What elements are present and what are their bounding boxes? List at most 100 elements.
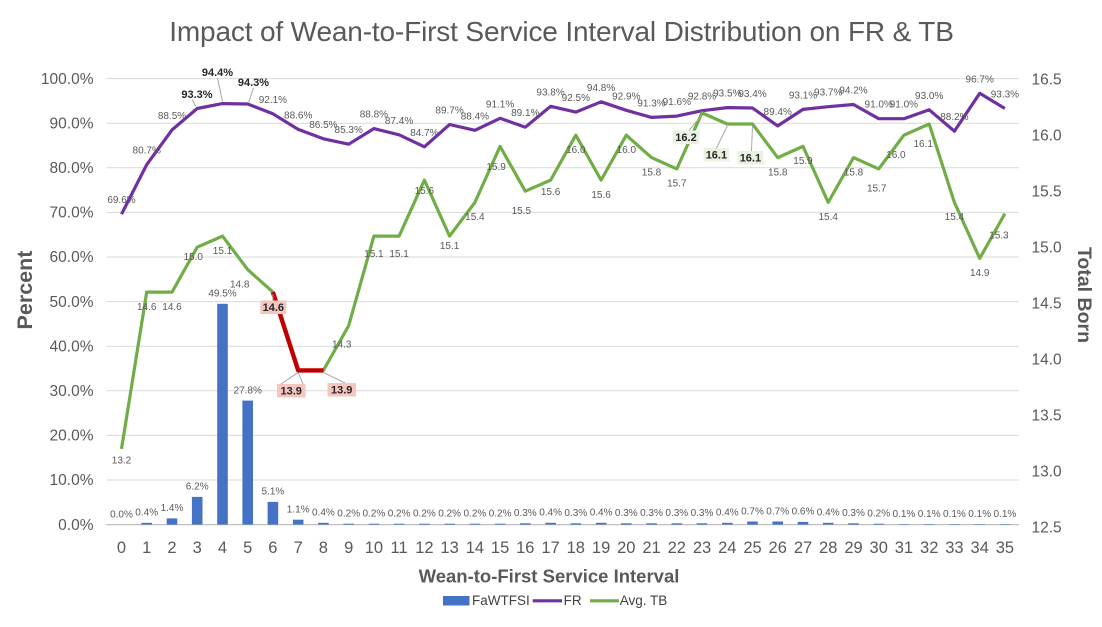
svg-text:13.9: 13.9	[280, 386, 301, 398]
svg-text:5: 5	[243, 539, 252, 557]
svg-text:96.7%: 96.7%	[966, 74, 994, 85]
svg-text:15.7: 15.7	[667, 179, 687, 190]
svg-text:94.2%: 94.2%	[839, 86, 867, 97]
svg-text:14.6: 14.6	[137, 302, 157, 313]
svg-text:93.7%: 93.7%	[814, 88, 842, 99]
svg-text:93.3%: 93.3%	[181, 89, 212, 101]
svg-text:0.4%: 0.4%	[817, 508, 840, 519]
svg-text:13: 13	[440, 539, 458, 557]
svg-text:0.2%: 0.2%	[363, 509, 386, 520]
svg-text:34: 34	[971, 539, 989, 557]
svg-text:89.4%: 89.4%	[764, 107, 792, 118]
svg-text:0: 0	[117, 539, 126, 557]
svg-text:13.0: 13.0	[1032, 463, 1063, 480]
svg-text:Avg. TB: Avg. TB	[620, 593, 668, 608]
svg-text:26: 26	[769, 539, 787, 557]
svg-text:91.3%: 91.3%	[637, 98, 665, 109]
svg-text:Percent: Percent	[13, 251, 37, 330]
svg-text:0.1%: 0.1%	[994, 509, 1017, 520]
svg-text:22: 22	[668, 539, 686, 557]
svg-text:0.2%: 0.2%	[438, 509, 461, 520]
svg-text:Total Born: Total Born	[1073, 247, 1095, 343]
svg-text:27: 27	[794, 539, 812, 557]
svg-text:15.6: 15.6	[541, 187, 561, 198]
svg-text:15.0: 15.0	[183, 252, 203, 263]
svg-text:69.6%: 69.6%	[107, 195, 135, 206]
svg-text:15: 15	[491, 539, 509, 557]
svg-text:0.2%: 0.2%	[464, 509, 487, 520]
svg-text:88.8%: 88.8%	[360, 110, 388, 121]
svg-text:16.0: 16.0	[886, 150, 906, 161]
svg-text:1.1%: 1.1%	[287, 505, 310, 516]
svg-text:89.7%: 89.7%	[435, 106, 463, 117]
svg-text:86.5%: 86.5%	[309, 120, 337, 131]
svg-text:0.4%: 0.4%	[312, 508, 335, 519]
svg-text:15.3: 15.3	[989, 230, 1009, 241]
svg-text:15.4: 15.4	[818, 212, 838, 223]
svg-text:12.5: 12.5	[1032, 520, 1062, 537]
svg-text:16.5: 16.5	[1032, 72, 1062, 89]
svg-text:13.5: 13.5	[1032, 407, 1062, 424]
svg-text:Wean-to-First Service Interval: Wean-to-First Service Interval	[419, 566, 680, 587]
svg-text:23: 23	[693, 539, 711, 557]
svg-text:14.3: 14.3	[332, 339, 352, 350]
svg-text:0.3%: 0.3%	[615, 508, 638, 519]
svg-text:91.1%: 91.1%	[486, 99, 514, 110]
svg-text:0.4%: 0.4%	[135, 508, 158, 519]
svg-text:2: 2	[167, 539, 176, 557]
svg-text:0.2%: 0.2%	[867, 509, 890, 520]
svg-text:0.7%: 0.7%	[741, 506, 764, 517]
svg-text:16.1: 16.1	[913, 139, 933, 150]
svg-text:15.9: 15.9	[793, 156, 813, 167]
svg-text:0.2%: 0.2%	[413, 509, 436, 520]
svg-text:0.3%: 0.3%	[842, 508, 865, 519]
svg-text:27.8%: 27.8%	[234, 385, 262, 396]
svg-text:0.4%: 0.4%	[590, 508, 613, 519]
svg-text:21: 21	[642, 539, 660, 557]
svg-text:19: 19	[592, 539, 610, 557]
svg-text:15.4: 15.4	[945, 212, 965, 223]
svg-text:15.1: 15.1	[389, 249, 409, 260]
svg-text:50.0%: 50.0%	[50, 294, 94, 311]
svg-text:14.8: 14.8	[230, 279, 250, 290]
svg-text:14.6: 14.6	[263, 302, 284, 314]
svg-text:15.1: 15.1	[440, 241, 460, 252]
svg-text:15.6: 15.6	[415, 186, 435, 197]
svg-text:0.1%: 0.1%	[943, 509, 966, 520]
svg-text:84.7%: 84.7%	[410, 128, 438, 139]
svg-text:0.3%: 0.3%	[665, 508, 688, 519]
svg-text:92.1%: 92.1%	[259, 95, 287, 106]
svg-text:92.8%: 92.8%	[688, 92, 716, 103]
svg-text:85.3%: 85.3%	[335, 125, 363, 136]
svg-text:0.2%: 0.2%	[388, 509, 411, 520]
svg-text:35: 35	[996, 539, 1014, 557]
svg-text:13.9: 13.9	[331, 385, 352, 397]
svg-text:14.9: 14.9	[970, 268, 990, 279]
svg-text:32: 32	[920, 539, 938, 557]
svg-text:16.1: 16.1	[706, 150, 727, 162]
svg-text:29: 29	[844, 539, 862, 557]
svg-text:100.0%: 100.0%	[41, 71, 94, 88]
svg-text:0.0%: 0.0%	[58, 517, 94, 534]
svg-text:15.8: 15.8	[768, 167, 788, 178]
svg-text:0.0%: 0.0%	[110, 509, 133, 520]
svg-text:FR: FR	[564, 593, 582, 608]
svg-text:4: 4	[218, 539, 227, 557]
svg-text:0.4%: 0.4%	[539, 508, 562, 519]
svg-text:92.9%: 92.9%	[612, 91, 640, 102]
svg-text:33: 33	[945, 539, 963, 557]
svg-text:10: 10	[365, 539, 383, 557]
svg-text:10.0%: 10.0%	[50, 472, 94, 489]
svg-text:1: 1	[142, 539, 151, 557]
svg-text:15.1: 15.1	[364, 249, 384, 260]
svg-text:0.1%: 0.1%	[968, 509, 991, 520]
svg-text:15.9: 15.9	[486, 162, 506, 173]
svg-text:31: 31	[895, 539, 913, 557]
svg-text:1.4%: 1.4%	[161, 503, 184, 514]
svg-text:0.3%: 0.3%	[514, 508, 537, 519]
svg-text:FaWTFSI: FaWTFSI	[472, 593, 530, 608]
svg-text:14: 14	[466, 539, 484, 557]
svg-text:25: 25	[743, 539, 761, 557]
svg-text:15.8: 15.8	[642, 167, 662, 178]
svg-text:88.5%: 88.5%	[158, 111, 186, 122]
